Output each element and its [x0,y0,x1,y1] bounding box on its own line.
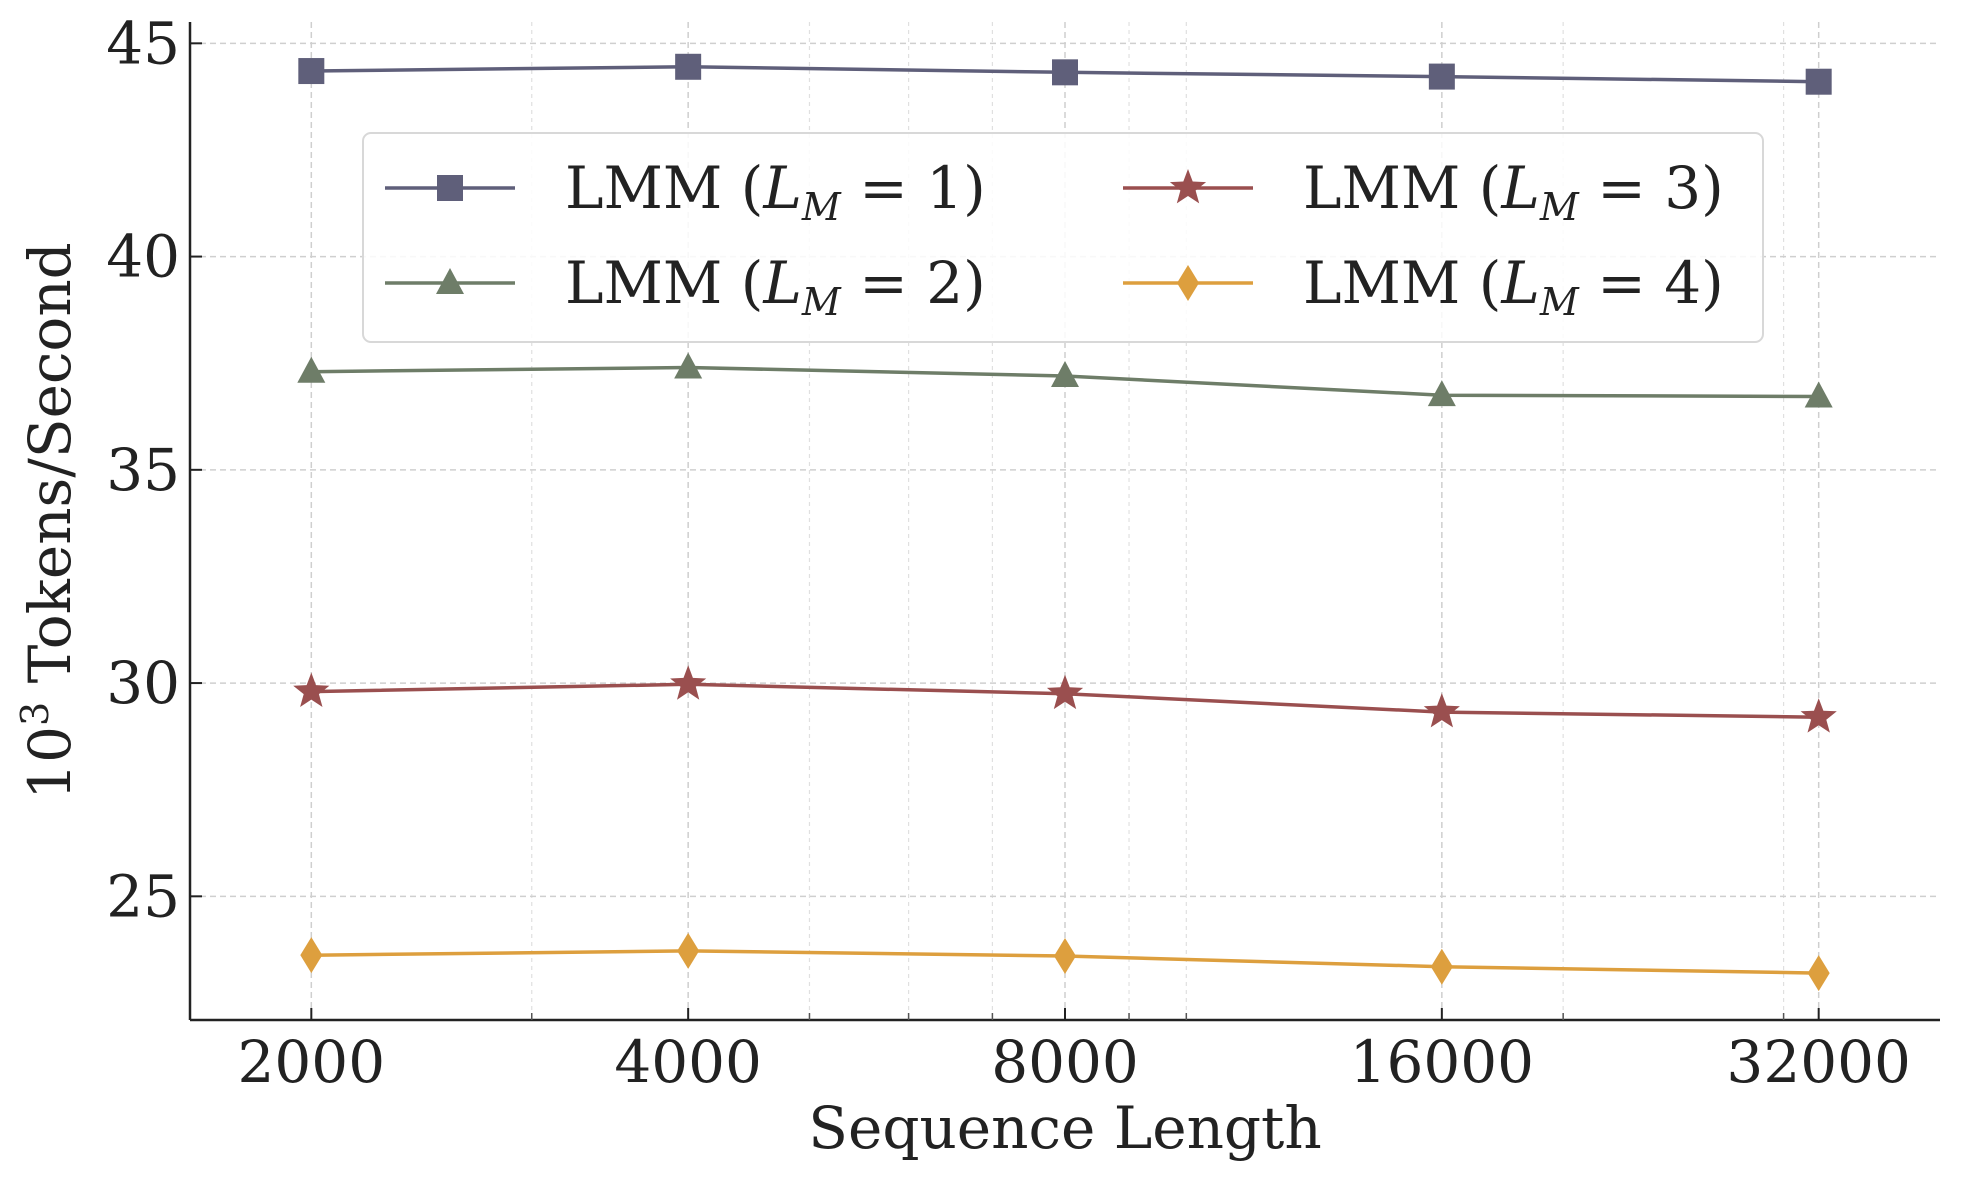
data-point [300,937,323,974]
x-tick-label: 16000 [1350,1028,1535,1096]
legend-label-prefix: LMM ( [1303,249,1501,317]
legend-label-variable: L [1500,249,1540,317]
data-point [675,53,702,80]
data-point [1052,59,1078,86]
data-point [298,58,325,85]
data-point [1046,674,1084,710]
series [293,53,1837,992]
data-point [297,356,326,383]
data-point [1805,68,1832,95]
y-axis-title-superscript: 3 [13,702,57,726]
data-point [674,352,703,379]
y-tick-label: 35 [106,436,180,504]
x-axis-title: Sequence Length [808,1094,1321,1162]
legend-entry-4: LMM (LM = 4) [1123,249,1724,324]
y-tick-label: 30 [106,649,180,717]
data-point [1807,955,1830,992]
series-1 [298,53,1832,95]
legend-label: LMM (LM = 2) [565,249,986,324]
legend-label-subscript: M [1539,280,1580,324]
legend-label-subscript: M [1539,185,1580,229]
legend-label: LMM (LM = 1) [565,154,986,229]
legend-box [362,132,1764,343]
series-4 [300,932,1830,992]
y-tick-label: 45 [106,9,180,77]
legend-label-variable: L [762,154,802,222]
legend-marker [1169,169,1207,204]
legend: LMM (LM = 1)LMM (LM = 2)LMM (LM = 3)LMM … [362,132,1764,343]
legend-label-suffix: = 4) [1579,249,1724,317]
data-point [1427,380,1456,407]
legend-label-prefix: LMM ( [565,249,763,317]
legend-label-suffix: = 3) [1579,154,1724,222]
y-axis-title-rest: Tokens/Second [16,242,84,702]
x-tick-label: 2000 [238,1028,386,1096]
legend-label-suffix: = 2) [841,249,986,317]
legend-label-variable: L [762,249,802,317]
y-tick-label: 25 [106,862,180,930]
data-point [670,665,707,700]
legend-entry-1: LMM (LM = 1) [385,154,986,229]
y-tick-label: 40 [106,223,180,291]
data-point [1051,360,1079,387]
legend-marker [436,268,464,294]
data-point [1428,63,1455,90]
legend-entry-2: LMM (LM = 2) [385,249,986,324]
x-tick-label: 32000 [1726,1028,1911,1096]
series-2 [297,352,1833,408]
legend-label-subscript: M [801,185,842,229]
data-point [1430,948,1453,985]
data-point [677,932,700,969]
data-point [293,672,330,707]
legend-marker [437,175,463,201]
y-axis-title: 103 Tokens/Second [13,242,84,800]
data-point [1800,698,1837,733]
x-tick-label: 8000 [991,1028,1139,1096]
legend-label-variable: L [1500,154,1540,222]
legend-marker [1177,265,1199,301]
data-point [1423,693,1460,728]
x-tick-label: 4000 [614,1028,762,1096]
legend-label-prefix: LMM ( [565,154,763,222]
series-3 [293,665,1837,733]
data-point [1054,938,1076,975]
y-axis-title-base: 10 [16,726,84,800]
legend-entry-3: LMM (LM = 3) [1123,154,1724,229]
ticks: 2000 4000 8000 16000 32000 25 30 35 40 45 [106,9,1911,1096]
legend-label-prefix: LMM ( [1303,154,1501,222]
legend-label: LMM (LM = 4) [1303,249,1724,324]
legend-label-suffix: = 1) [841,154,986,222]
legend-label: LMM (LM = 3) [1303,154,1724,229]
legend-label-subscript: M [801,280,842,324]
data-point [1804,381,1833,408]
